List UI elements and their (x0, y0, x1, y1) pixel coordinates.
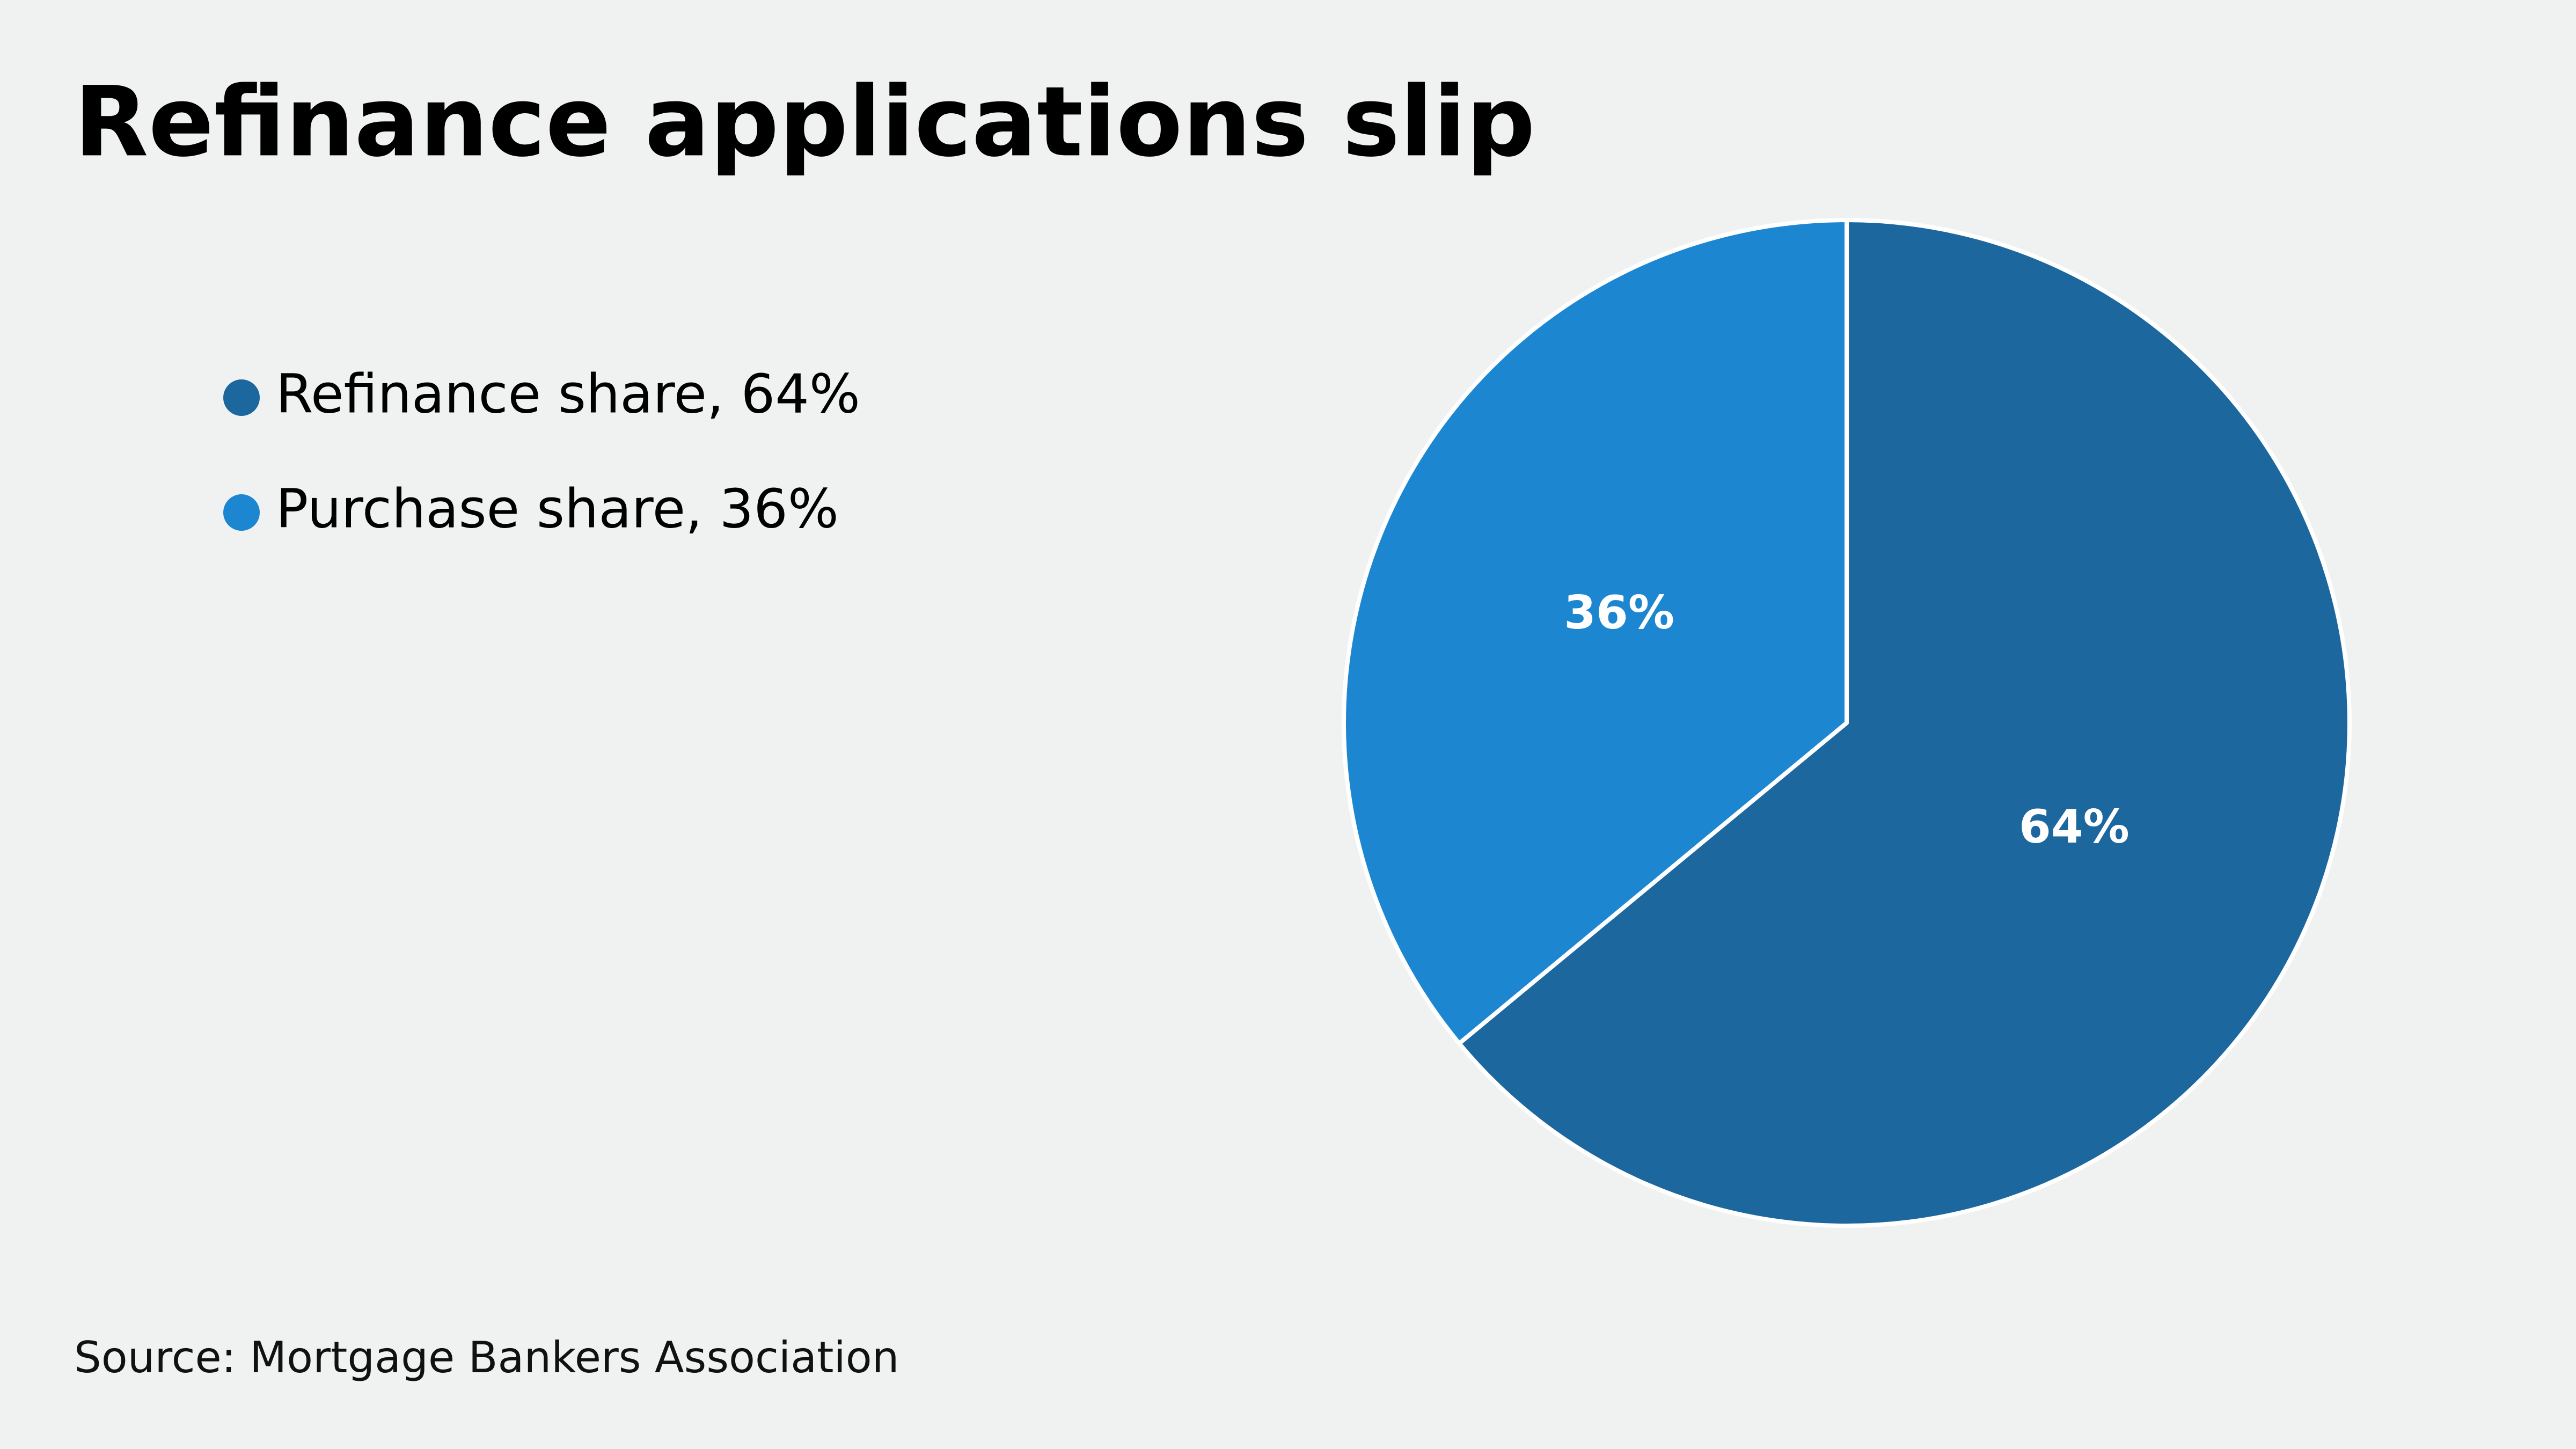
data-label: 64% (2019, 800, 2129, 854)
legend-marker (223, 494, 260, 531)
legend-label: Purchase share, 36% (276, 477, 839, 540)
legend-marker (223, 379, 260, 416)
legend-label: Refinance share, 64% (276, 362, 860, 425)
source: Source: Mortgage Bankers Association (74, 1333, 899, 1382)
data-label: 36% (1564, 586, 1674, 640)
chart-title: Refinance applications slip (74, 66, 1535, 178)
pie-slice (1457, 218, 2352, 1228)
pie-slice (1342, 218, 1849, 1046)
